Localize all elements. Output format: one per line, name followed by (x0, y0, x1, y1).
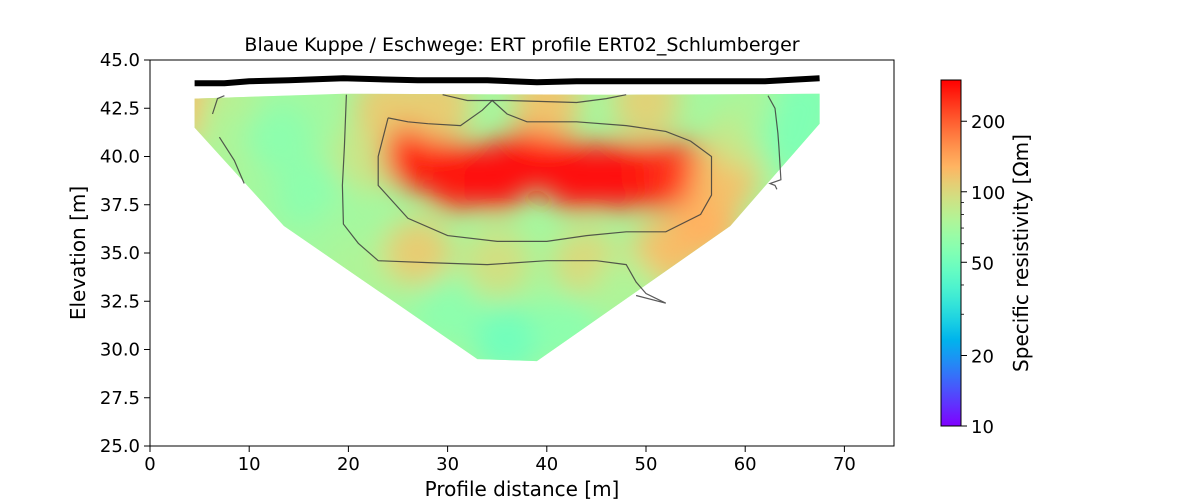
x-tick-label: 50 (635, 454, 658, 475)
y-tick-label: 35.0 (100, 243, 140, 264)
resistivity-field (194, 93, 820, 362)
resistivity-cell (592, 257, 661, 326)
y-tick-label: 42.5 (100, 98, 140, 119)
topography-line (194, 75, 820, 87)
x-tick-label: 30 (436, 454, 459, 475)
x-tick-label: 10 (238, 454, 261, 475)
y-tick-label: 30.0 (100, 340, 140, 361)
contour-line (211, 95, 225, 115)
y-axis-ticks: 25.0 27.5 30.0 32.5 35.0 37.5 40.0 42.5 45.0 (100, 50, 150, 457)
resistivity-cell (473, 305, 542, 362)
contour-line (377, 99, 713, 242)
x-tick-label: 60 (734, 454, 757, 475)
x-tick-label: 20 (337, 454, 360, 475)
y-tick-label: 32.5 (100, 291, 140, 312)
y-tick-label: 27.5 (100, 388, 140, 409)
resistivity-cell (612, 93, 680, 137)
resistivity-cell (760, 107, 820, 176)
colorbar-tick-label: 50 (971, 253, 994, 274)
chart-title: Blaue Kuppe / Eschwege: ERT profile ERT0… (244, 34, 799, 56)
colorbar-tick-label: 20 (971, 346, 994, 367)
resistivity-cell (244, 103, 313, 172)
x-axis-ticks: 0 10 20 30 40 50 60 70 (144, 446, 856, 475)
resistivity-cell (532, 296, 601, 362)
colorbar-ticks: 10 20 50 100 200 (961, 112, 1005, 438)
contour-lines (211, 94, 782, 304)
colorbar-tick-label: 100 (971, 183, 1005, 204)
x-tick-label: 40 (535, 454, 558, 475)
x-tick-label: 70 (833, 454, 856, 475)
colorbar: 10 20 50 100 200 Specific resistivity [Ωm] (940, 79, 1033, 438)
resistivity-cell (383, 219, 452, 287)
y-tick-label: 37.5 (100, 195, 140, 216)
contour-line (767, 95, 782, 190)
colorbar-gradient (940, 79, 962, 427)
x-axis-label: Profile distance [m] (425, 477, 620, 500)
contour-line (341, 94, 667, 304)
colorbar-tick-label: 10 (971, 417, 994, 438)
contour-line (442, 94, 627, 104)
colorbar-label: Specific resistivity [Ωm] (1009, 134, 1033, 372)
resistivity-cell (512, 93, 581, 137)
resistivity-cell (413, 276, 482, 345)
resistivity-cell (324, 238, 393, 307)
y-tick-label: 25.0 (100, 436, 140, 457)
y-tick-label: 40.0 (100, 147, 140, 168)
y-axis-label: Elevation [m] (66, 186, 90, 320)
resistivity-cell (463, 228, 532, 297)
x-tick-label: 0 (144, 454, 155, 475)
contour-line (218, 136, 245, 184)
y-tick-label: 45.0 (100, 50, 140, 71)
plot-area (194, 75, 820, 362)
colorbar-tick-label: 200 (971, 112, 1005, 133)
